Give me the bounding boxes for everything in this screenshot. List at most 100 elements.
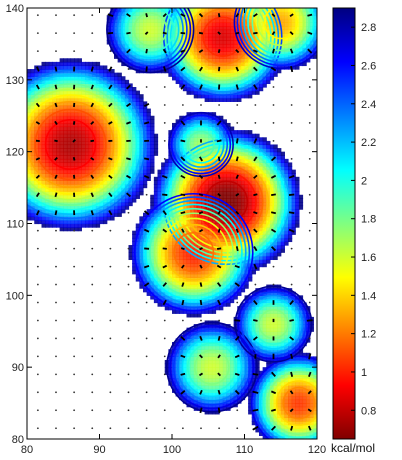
energy-cell [63,94,68,99]
energy-cell [117,119,122,124]
energy-cell [153,245,159,250]
energy-cell [74,155,79,160]
energy-cell [56,166,61,171]
energy-cell [172,352,177,357]
energy-cell [208,22,213,27]
energy-cell [121,11,126,16]
energy-cell [255,151,260,156]
energy-cell [211,133,217,138]
energy-cell [204,166,209,171]
energy-cell [190,29,195,34]
energy-cell [66,227,72,232]
energy-cell [48,148,53,153]
energy-cell [150,122,155,128]
energy-cell [146,18,151,23]
energy-cell [128,144,133,149]
energy-cell [161,298,166,304]
energy-cell [201,51,206,56]
energy-cell [204,65,209,70]
energy-cell [201,359,206,365]
energy-cell [248,162,253,167]
energy-cell [56,126,61,131]
energy-cell [99,151,104,156]
energy-cell [74,151,79,156]
energy-cell [240,76,246,81]
energy-cell [266,144,271,149]
energy-cell [244,90,249,95]
energy-cell [150,270,155,275]
energy-cell [186,83,191,88]
energy-cell [179,133,184,138]
energy-cell [190,183,195,189]
energy-cell [143,119,148,124]
energy-cell [230,187,235,192]
energy-cell [59,151,64,156]
energy-cell [201,377,206,383]
energy-cell [168,227,173,232]
energy-cell [172,291,177,296]
energy-cell [273,198,278,203]
energy-cell [277,388,282,393]
energy-cell [262,194,267,199]
energy-cell [110,144,115,149]
energy-cell [190,119,195,124]
energy-cell [95,79,101,85]
energy-cell [255,331,260,336]
energy-cell [226,205,231,210]
energy-cell [182,342,188,347]
energy-cell [233,22,238,27]
energy-cell [248,212,253,217]
energy-cell [269,298,275,304]
energy-cell [259,227,264,232]
energy-cell [114,36,119,41]
energy-cell [193,36,198,41]
energy-cell [81,169,86,174]
energy-cell [240,144,246,149]
energy-cell [259,334,264,340]
energy-cell [251,33,256,38]
energy-cell [219,212,224,217]
energy-cell [240,162,246,167]
energy-cell [201,191,206,196]
energy-cell [197,8,202,13]
energy-cell [85,216,90,221]
energy-cell [269,201,275,207]
energy-cell [175,69,180,74]
energy-cell [237,22,242,27]
energy-cell [45,191,50,196]
energy-cell [197,377,202,383]
energy-cell [30,72,35,77]
energy-cell [211,94,217,99]
energy-cell [259,320,264,325]
energy-cell [248,144,253,149]
energy-cell [204,298,209,304]
energy-cell [124,198,130,203]
energy-cell [175,309,180,314]
energy-cell [244,25,249,31]
energy-cell [52,90,57,95]
energy-cell [182,349,188,354]
energy-cell [153,180,159,185]
energy-cell [168,43,173,49]
energy-cell [164,227,169,232]
energy-cell [233,248,238,253]
energy-cell [139,11,144,16]
energy-cell [201,306,206,311]
energy-cell [34,187,39,192]
energy-cell [153,25,159,31]
energy-cell [27,201,32,207]
energy-cell [150,54,155,59]
energy-cell [269,11,275,16]
energy-cell [124,79,130,85]
energy-cell [190,33,195,38]
energy-cell [222,97,227,102]
energy-cell [45,65,50,70]
energy-cell [175,270,180,275]
energy-cell [237,130,242,135]
energy-cell [59,209,64,214]
energy-cell [193,327,198,332]
energy-cell [52,155,57,160]
energy-cell [266,47,271,52]
energy-cell [34,112,39,117]
energy-cell [233,374,238,379]
